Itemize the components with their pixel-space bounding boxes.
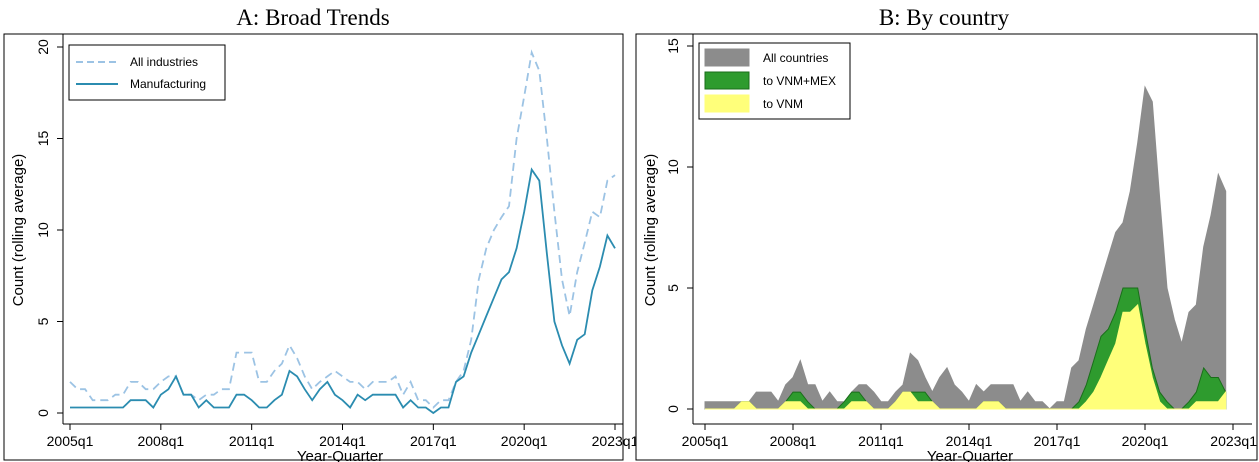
legend-label-manufacturing: Manufacturing — [130, 77, 206, 91]
x-tick-label: 2005q1 — [682, 433, 729, 449]
legend-swatch-vnm — [704, 94, 750, 113]
y-tick-label: 10 — [35, 222, 51, 238]
x-tick-label: 2023q1 — [592, 433, 639, 449]
x-tick-label: 2014q1 — [319, 433, 366, 449]
panel-a-legend: All industries Manufacturing — [68, 44, 226, 101]
y-tick-label: 15 — [35, 131, 51, 147]
panel-a-title: A: Broad Trends — [236, 5, 389, 30]
panel-a-series — [69, 49, 616, 415]
legend-label-all-industries: All industries — [130, 55, 198, 69]
legend-swatch-all-countries — [704, 48, 750, 67]
series-line-manufacturing — [70, 167, 616, 415]
series-area-all-countries — [704, 85, 1227, 410]
y-tick-label: 0 — [665, 405, 681, 413]
legend-swatch-vnm-mex — [704, 71, 750, 90]
panel-b-legend: All countries to VNM+MEX to VNM — [698, 42, 851, 120]
legend-label-vnm: to VNM — [763, 97, 803, 111]
panel-a: A: Broad Trends 0 5 10 15 20 2005q1 2008q1 201… — [3, 5, 639, 462]
x-tick-label: 2017q1 — [410, 433, 457, 449]
y-tick-label: 20 — [35, 39, 51, 55]
panel-b-y-label: Count (rolling average) — [642, 154, 659, 307]
panel-a-frame — [3, 33, 624, 461]
x-tick-label: 2005q1 — [47, 433, 94, 449]
x-tick-label: 2014q1 — [946, 433, 993, 449]
x-tick-label: 2008q1 — [137, 433, 184, 449]
x-tick-label: 2011q1 — [858, 433, 904, 449]
y-tick-label: 10 — [665, 159, 681, 175]
x-tick-label: 2011q1 — [229, 433, 275, 449]
x-tick-label: 2023q1 — [1210, 433, 1257, 449]
y-tick-label: 15 — [665, 38, 681, 54]
y-tick-label: 5 — [35, 317, 51, 325]
y-tick-label: 0 — [35, 409, 51, 417]
x-tick-label: 2017q1 — [1034, 433, 1081, 449]
panel-b-title: B: By country — [879, 5, 1010, 30]
x-tick-label: 2008q1 — [770, 433, 817, 449]
panel-a-y-label: Count (rolling average) — [10, 154, 27, 307]
panel-b-x-ticks: 2005q1 2008q1 2011q1 2014q1 2017q1 2020q1 2023… — [682, 424, 1257, 449]
panel-a-x-label: Year-Quarter — [297, 448, 383, 462]
x-tick-label: 2020q1 — [501, 433, 548, 449]
panel-a-x-ticks: 2005q1 2008q1 2011q1 2014q1 2017q1 2020q1 2023… — [47, 424, 639, 449]
panel-b-x-label: Year-Quarter — [927, 448, 1013, 462]
panel-a-legend-box — [68, 44, 226, 101]
x-tick-label: 2020q1 — [1122, 433, 1169, 449]
panel-b-series — [704, 85, 1227, 410]
y-tick-label: 5 — [665, 284, 681, 292]
legend-label-vnm-mex: to VNM+MEX — [763, 74, 836, 88]
panel-a-y-ticks: 0 5 10 15 20 — [35, 39, 63, 417]
series-area-to-vnm — [705, 303, 1227, 410]
panel-b-y-ticks: 0 5 10 15 — [665, 38, 693, 413]
legend-label-all-countries: All countries — [763, 51, 828, 65]
